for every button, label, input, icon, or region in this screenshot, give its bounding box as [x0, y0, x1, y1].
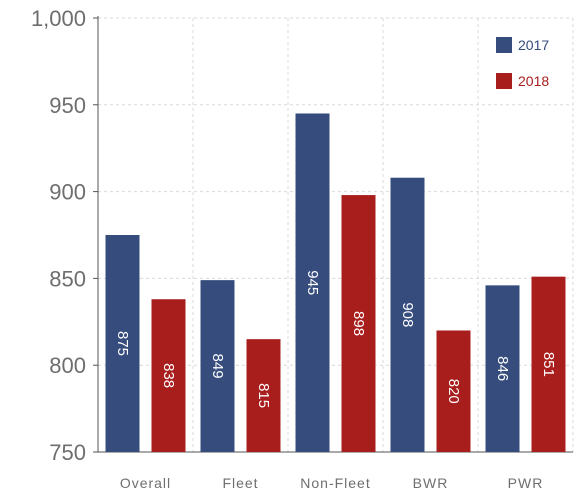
y-tick-label: 800: [49, 353, 86, 378]
y-axis-ticks: 750 800 850 900 950 1,000: [31, 6, 86, 465]
legend-label-2018: 2018: [518, 73, 549, 89]
bar-2018-fleet: [246, 339, 281, 452]
data-label: 849: [209, 354, 226, 379]
data-label: 945: [304, 270, 321, 295]
bar-2017-overall: [105, 235, 140, 452]
x-tick-label: Non-Fleet: [300, 475, 370, 491]
x-axis-ticks: Overall Fleet Non-Fleet BWR PWR: [120, 475, 544, 491]
bar-2017-bwr: [390, 177, 425, 452]
legend-swatch-2018: [496, 73, 512, 89]
x-tick-label: Overall: [120, 475, 171, 491]
bar-2017-pwr: [485, 285, 520, 452]
data-label: 875: [114, 331, 131, 356]
legend-swatch-2017: [496, 37, 512, 53]
data-label: 908: [399, 302, 416, 327]
bar-2018-pwr: [531, 276, 566, 452]
y-tick-label: 950: [49, 93, 86, 118]
x-tick-label: PWR: [508, 475, 544, 491]
data-label: 815: [255, 383, 272, 408]
bar-2017-fleet: [200, 280, 235, 452]
data-label: 846: [494, 356, 511, 381]
bar-series: [105, 113, 566, 452]
y-tick-label: 900: [49, 180, 86, 205]
x-tick-label: BWR: [413, 475, 449, 491]
data-label: 838: [160, 363, 177, 388]
y-tick-label: 1,000: [31, 6, 86, 31]
bar-2018-overall: [151, 299, 186, 452]
y-tick-label: 850: [49, 266, 86, 291]
data-label: 898: [350, 311, 367, 336]
y-tick-label: 750: [49, 440, 86, 465]
bar-2018-bwr: [436, 330, 471, 452]
data-label: 820: [445, 379, 462, 404]
bar-2017-non-fleet: [295, 113, 330, 452]
legend-label-2017: 2017: [518, 37, 549, 53]
bar-2018-non-fleet: [341, 195, 376, 452]
data-label: 851: [540, 352, 557, 377]
x-tick-label: Fleet: [222, 475, 258, 491]
legend: 2017 2018: [496, 37, 549, 89]
data-labels: 875 838 849 815 945 898 908 820 846 851: [114, 270, 557, 408]
